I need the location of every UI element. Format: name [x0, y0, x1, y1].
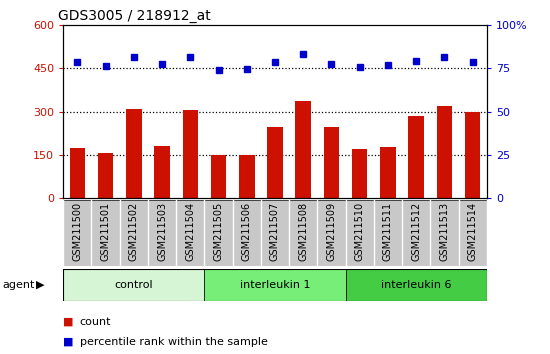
Bar: [267, 127, 283, 198]
Text: interleukin 1: interleukin 1: [240, 280, 310, 290]
Text: GSM211514: GSM211514: [468, 202, 477, 261]
Text: interleukin 6: interleukin 6: [381, 280, 452, 290]
Text: GSM211502: GSM211502: [129, 202, 139, 261]
Bar: [126, 109, 141, 198]
Text: GSM211505: GSM211505: [213, 202, 223, 261]
Text: GSM211500: GSM211500: [73, 202, 82, 261]
Bar: [465, 112, 480, 198]
Text: percentile rank within the sample: percentile rank within the sample: [80, 337, 268, 347]
Bar: [437, 106, 452, 198]
Bar: [295, 101, 311, 198]
Text: GSM211513: GSM211513: [439, 202, 449, 261]
Text: GDS3005 / 218912_at: GDS3005 / 218912_at: [58, 9, 211, 23]
Text: GSM211509: GSM211509: [327, 202, 337, 261]
Bar: [183, 110, 198, 198]
Text: GSM211506: GSM211506: [242, 202, 252, 261]
Text: ■: ■: [63, 317, 74, 327]
Text: GSM211511: GSM211511: [383, 202, 393, 261]
Bar: [239, 155, 255, 198]
Bar: [324, 127, 339, 198]
Bar: [380, 147, 395, 198]
Text: GSM211510: GSM211510: [355, 202, 365, 261]
Text: ▶: ▶: [36, 280, 44, 290]
Text: GSM211507: GSM211507: [270, 202, 280, 261]
Text: control: control: [114, 280, 153, 290]
Text: GSM211503: GSM211503: [157, 202, 167, 261]
Text: GSM211504: GSM211504: [185, 202, 195, 261]
Bar: [63, 269, 205, 301]
Text: ■: ■: [63, 337, 74, 347]
Bar: [205, 269, 345, 301]
Bar: [352, 149, 367, 198]
Bar: [98, 153, 113, 198]
Text: GSM211501: GSM211501: [101, 202, 111, 261]
Text: GSM211512: GSM211512: [411, 202, 421, 261]
Bar: [409, 116, 424, 198]
Bar: [70, 148, 85, 198]
Bar: [155, 146, 170, 198]
Text: GSM211508: GSM211508: [298, 202, 308, 261]
Text: count: count: [80, 317, 111, 327]
Bar: [345, 269, 487, 301]
Text: agent: agent: [3, 280, 35, 290]
Bar: [211, 155, 226, 198]
